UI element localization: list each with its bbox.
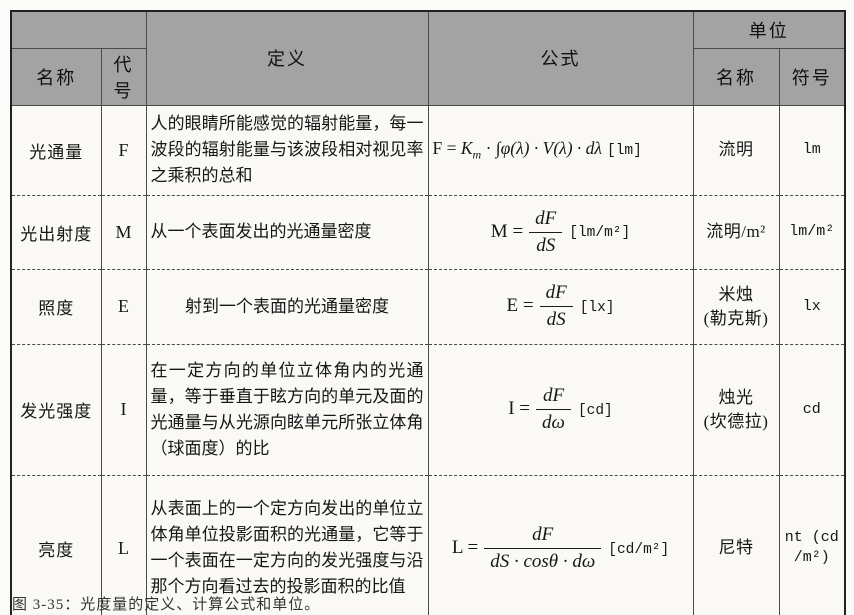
formula-unit-bracket: [cd] <box>577 402 613 419</box>
quantity-code: F <box>100 104 147 196</box>
quantity-definition: 在一定方向的单位立体角内的光通量，等于垂直于眩方向的单元及面的光通量与从光源向眩… <box>145 343 429 476</box>
formula-lhs: L = <box>451 536 479 558</box>
unit-name: 流明/m² <box>692 194 780 270</box>
fraction-denominator: dS · cosθ · dω <box>490 550 596 572</box>
quantity-definition: 从表面上的一个定方向发出的单位立体角单位投影面积的光通量，它等于一个表面在一定方… <box>145 474 429 615</box>
fraction-numerator: dF <box>536 385 571 410</box>
formula-fraction: dF dS · cosθ · dω <box>484 524 602 573</box>
figure-caption: 图 3-35：光度量的定义、计算公式和单位。 <box>12 597 321 613</box>
quantity-definition: 射到一个表面的光通量密度 <box>145 268 429 345</box>
photometry-table: 定义 公式 单位 名称 代号 名称 符号 光通量 F 人的眼睛所能感觉的辐射能量… <box>10 10 846 615</box>
header-name: 名称 <box>10 47 102 106</box>
fraction-numerator: dF <box>539 282 573 307</box>
header-code: 代号 <box>100 47 147 106</box>
formula-fraction: dF dS <box>539 282 573 331</box>
formula-body: φ(λ) · V(λ) · dλ <box>500 137 603 158</box>
formula-subscript: m <box>472 147 482 162</box>
quantity-code: M <box>100 194 147 270</box>
quantity-formula: F = Km · ∫φ(λ) · V(λ) · dλ [lm] <box>427 104 694 196</box>
formula-unit-bracket: [lx] <box>579 299 615 316</box>
unit-symbol: cd <box>778 343 846 476</box>
header-blank-cell <box>10 10 147 49</box>
formula-lhs: E = <box>506 294 534 316</box>
header-row-top: 定义 公式 单位 <box>10 10 846 106</box>
quantity-name: 亮度 <box>10 474 102 615</box>
table-row-illuminance: 照度 E 射到一个表面的光通量密度 E = dF dS [lx] 米烛 (勒克斯) l… <box>10 268 846 345</box>
header-unit-name: 名称 <box>692 47 780 106</box>
fraction-denominator: dS <box>536 234 556 256</box>
quantity-formula: I = dF dω [cd] <box>427 343 694 476</box>
quantity-name: 光出射度 <box>10 194 102 270</box>
unit-name: 流明 <box>692 104 780 196</box>
formula-unit-bracket: [lm/m²] <box>569 225 631 242</box>
unit-symbol: nt (cd /m²) <box>778 474 846 615</box>
unit-name: 尼特 <box>692 474 780 615</box>
header-unit: 单位 <box>692 10 846 49</box>
unit-symbol: lx <box>778 268 846 345</box>
quantity-definition: 从一个表面发出的光通量密度 <box>145 194 429 270</box>
formula-unit-bracket: [cd/m²] <box>608 541 670 558</box>
formula-lhs: F = <box>432 137 461 158</box>
quantity-name: 发光强度 <box>10 343 102 476</box>
header-definition: 定义 <box>145 10 429 106</box>
quantity-code: E <box>100 268 147 345</box>
table-row-luminous-flux: 光通量 F 人的眼睛所能感觉的辐射能量，每一波段的辐射能量与该波段相对视见率之乘… <box>10 104 846 196</box>
quantity-name: 照度 <box>10 268 102 345</box>
fraction-denominator: dω <box>542 412 565 433</box>
formula-fraction: dF dω <box>536 385 571 434</box>
header-formula: 公式 <box>427 10 694 106</box>
header-unit-symbol: 符号 <box>778 47 846 106</box>
quantity-code: L <box>100 474 147 615</box>
unit-name: 烛光 (坎德拉) <box>692 343 780 476</box>
header-row-sub: 名称 代号 名称 符号 <box>10 47 846 106</box>
quantity-formula: L = dF dS · cosθ · dω [cd/m²] <box>427 474 694 615</box>
unit-name: 米烛 (勒克斯) <box>692 268 780 345</box>
unit-symbol: lm/m² <box>778 194 846 270</box>
quantity-formula: M = dF dS [lm/m²] <box>427 194 694 270</box>
fraction-denominator: dS <box>546 309 566 330</box>
fraction-numerator: dF <box>484 524 602 549</box>
formula-lhs: I = <box>508 397 531 419</box>
quantity-definition: 人的眼睛所能感觉的辐射能量，每一波段的辐射能量与该波段相对视见率之乘积的总和 <box>145 104 429 196</box>
quantity-code: I <box>100 343 147 476</box>
fraction-numerator: dF <box>529 208 563 233</box>
formula-fraction: dF dS <box>529 208 563 257</box>
unit-symbol: lm <box>778 104 846 196</box>
formula-lhs: M = <box>490 220 524 242</box>
formula-unit-bracket: [lm] <box>607 142 642 159</box>
formula-integral-sign: · ∫ <box>481 137 501 158</box>
quantity-name: 光通量 <box>10 104 102 196</box>
table-row-luminous-intensity: 发光强度 I 在一定方向的单位立体角内的光通量，等于垂直于眩方向的单元及面的光通… <box>10 343 846 476</box>
formula-constant: K <box>460 137 473 158</box>
table-row-luminance: 亮度 L 从表面上的一个定方向发出的单位立体角单位投影面积的光通量，它等于一个表… <box>10 474 846 615</box>
quantity-formula: E = dF dS [lx] <box>427 268 694 345</box>
table-row-luminous-exitance: 光出射度 M 从一个表面发出的光通量密度 M = dF dS [lm/m²] 流明/m… <box>10 194 846 270</box>
